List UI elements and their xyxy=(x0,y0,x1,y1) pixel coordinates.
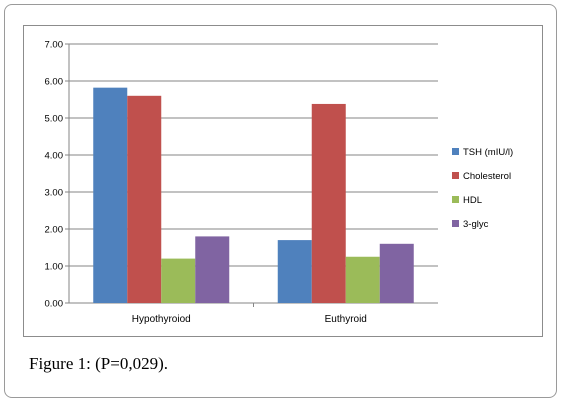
y-tick-label: 7.00 xyxy=(45,40,64,51)
bar xyxy=(311,103,346,303)
y-tick-label: 6.00 xyxy=(45,77,64,88)
chart-area: 0.00 1.00 2.00 3.00 4.00 5.00 6.00 7.00 Hypothyr… xyxy=(23,25,543,337)
y-tick-label: 0.00 xyxy=(45,299,64,310)
caption-text: (P=0,029). xyxy=(90,354,168,373)
bar xyxy=(161,258,196,303)
legend-label: TSH (mIU/l) xyxy=(463,147,513,158)
x-tick-label: Euthyroid xyxy=(325,314,367,325)
bar xyxy=(127,95,162,303)
bar xyxy=(277,240,312,303)
legend-label: HDL xyxy=(463,195,482,206)
bar xyxy=(379,243,414,303)
y-tick-label: 1.00 xyxy=(45,262,64,273)
y-tick-label: 5.00 xyxy=(45,114,64,125)
legend-label: Cholesterol xyxy=(463,171,511,182)
figure-caption: Figure 1: (P=0,029). xyxy=(29,354,168,374)
legend-swatch xyxy=(452,220,459,227)
y-tick-label: 3.00 xyxy=(45,188,64,199)
bar-chart: 0.00 1.00 2.00 3.00 4.00 5.00 6.00 7.00 Hypothyr… xyxy=(45,40,514,326)
bar xyxy=(195,236,230,303)
legend-swatch xyxy=(452,196,459,203)
caption-label: Figure 1: xyxy=(29,354,91,373)
legend-swatch xyxy=(452,148,459,155)
y-tick-label: 2.00 xyxy=(45,225,64,236)
x-tick-label: Hypothyroiod xyxy=(132,314,191,325)
y-tick-label: 4.00 xyxy=(45,151,64,162)
figure-frame: 0.00 1.00 2.00 3.00 4.00 5.00 6.00 7.00 Hypothyr… xyxy=(4,4,557,398)
bar xyxy=(93,87,128,303)
legend-swatch xyxy=(452,172,459,179)
legend-label: 3-glyc xyxy=(463,219,489,230)
bar xyxy=(345,256,380,303)
